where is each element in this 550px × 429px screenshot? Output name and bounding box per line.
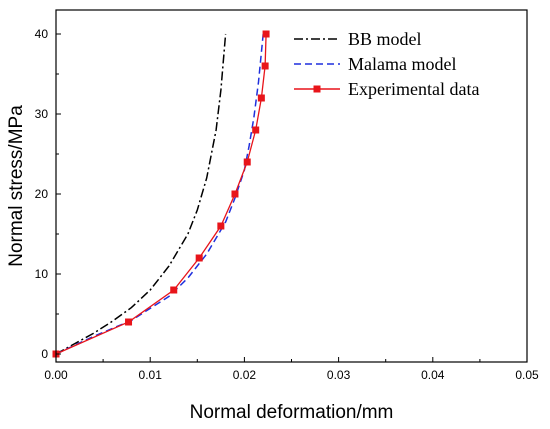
- data-point: [261, 62, 269, 70]
- data-point: [231, 190, 239, 198]
- legend-marker: [313, 85, 321, 93]
- y-tick-label: 10: [35, 267, 49, 281]
- legend: BB model Malama model Experimental data: [294, 29, 479, 99]
- y-tick-label: 0: [41, 347, 48, 361]
- x-tick-label: 0.02: [233, 368, 257, 382]
- data-point: [125, 318, 133, 326]
- data-point: [195, 254, 203, 262]
- series-line-0: [55, 33, 227, 355]
- x-axis-title: Normal deformation/mm: [190, 402, 394, 423]
- data-point: [217, 222, 225, 230]
- data-point: [170, 286, 178, 294]
- x-tick-label: 0.05: [515, 368, 539, 382]
- x-tick-label: 0.01: [139, 368, 163, 382]
- data-point: [262, 30, 270, 38]
- y-tick-label: 30: [35, 107, 49, 121]
- data-point: [252, 126, 260, 134]
- axis-ticks: 0.00 0.01 0.02 0.03 0.04 0.05 0 10 20 30 40: [35, 27, 539, 382]
- plot-area: [52, 30, 270, 358]
- legend-label-0: BB model: [348, 29, 422, 49]
- x-tick-label: 0.04: [421, 368, 445, 382]
- legend-label-2: Experimental data: [348, 79, 479, 99]
- x-tick-label: 0.03: [327, 368, 351, 382]
- data-point: [243, 158, 251, 166]
- x-tick-label: 0.00: [44, 368, 68, 382]
- y-tick-label: 20: [35, 187, 49, 201]
- y-tick-label: 40: [35, 27, 49, 41]
- legend-label-1: Malama model: [348, 54, 456, 74]
- y-axis-title: Normal stress/MPa: [6, 105, 27, 267]
- data-point: [257, 94, 265, 102]
